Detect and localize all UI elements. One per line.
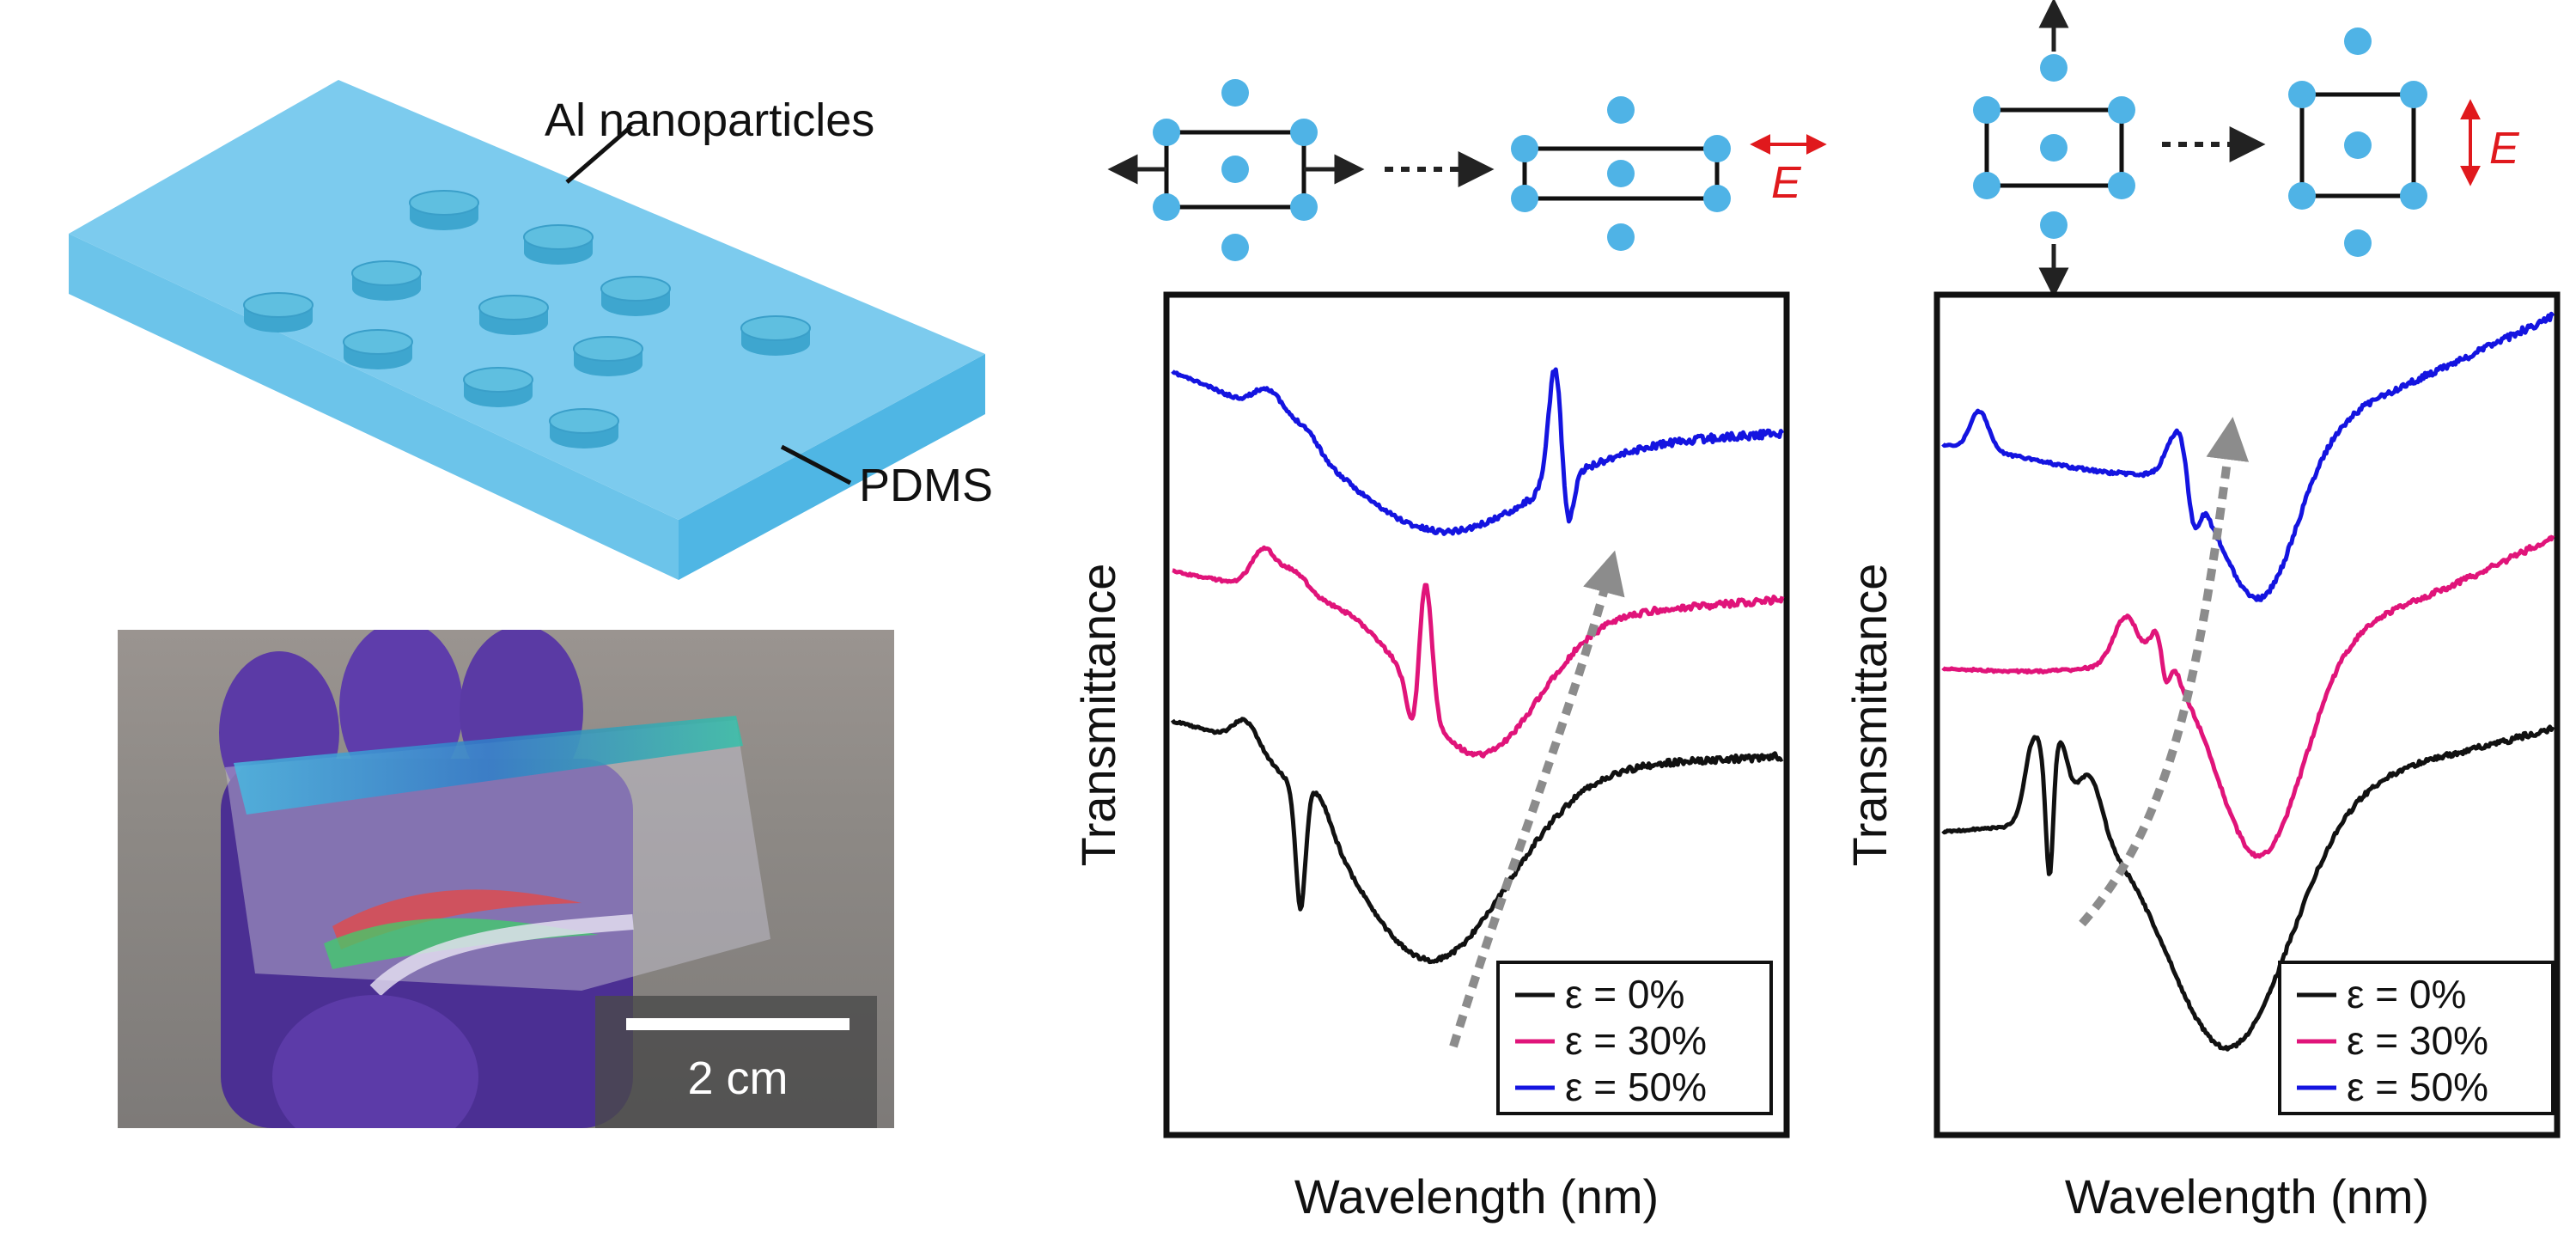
field-label-right: E <box>2489 124 2520 174</box>
nanoparticle-label: Al nanoparticles <box>545 95 874 146</box>
series-line <box>1941 311 2555 602</box>
pdms-schematic: Al nanoparticles PDMS <box>69 80 993 580</box>
scale-bar-background <box>595 996 877 1128</box>
pdms-slab-front <box>69 234 679 580</box>
nanoparticle <box>573 336 643 362</box>
film-iridescent-top <box>234 716 743 815</box>
nanoparticle <box>463 367 533 393</box>
lattice-dots <box>1153 79 1318 261</box>
nanoparticle <box>740 315 811 341</box>
legend: ε = 0% ε = 30% ε = 50% <box>1496 961 1773 1115</box>
nanoparticle <box>600 276 671 302</box>
legend-entry: ε = 50% <box>2347 1065 2488 1109</box>
al-nanoparticles <box>243 190 811 449</box>
spectrum-panel-right: ε = 0% ε = 30% ε = 50% Wavelength (nm) T… <box>1842 291 2561 1224</box>
sample-photo: 2 cm <box>118 630 894 1128</box>
glove-thumb <box>272 995 478 1128</box>
lattice-diagram-left: E <box>1107 79 1827 261</box>
x-axis-label: Wavelength (nm) <box>2065 1169 2429 1224</box>
legend-entry: ε = 50% <box>1565 1065 1707 1109</box>
legend: ε = 0% ε = 30% ε = 50% <box>2278 961 2555 1115</box>
series-line <box>1171 367 1785 536</box>
lattice-dots <box>1973 54 2135 239</box>
nanoparticle <box>523 224 594 250</box>
lattice-dots-stretched <box>1511 96 1731 251</box>
lattice-diagram-right: E <box>1973 0 2520 298</box>
y-axis-label: Transmittance <box>1842 564 1897 867</box>
series-line <box>1941 724 2555 1052</box>
lattice-dots-stretched <box>2288 27 2427 257</box>
y-axis-label: Transmittance <box>1071 564 1125 867</box>
nanoparticle <box>243 292 314 318</box>
nanoparticle <box>549 408 619 434</box>
series-line <box>1170 717 1784 965</box>
film-diffraction-red <box>332 889 582 949</box>
scale-bar <box>626 1018 850 1030</box>
legend-entry: ε = 0% <box>1565 972 1684 1016</box>
scale-bar-label: 2 cm <box>687 1053 788 1104</box>
series-line <box>1941 534 2555 859</box>
nanoparticle <box>343 329 413 355</box>
nanoparticle-pointer <box>565 125 633 184</box>
nanoparticle <box>409 190 479 216</box>
nanoparticle <box>478 295 549 320</box>
pdms-slab-side <box>679 354 985 580</box>
nanoparticle <box>351 260 422 286</box>
legend-entry: ε = 0% <box>2347 972 2466 1016</box>
legend-entry: ε = 30% <box>1565 1018 1707 1063</box>
x-axis-label: Wavelength (nm) <box>1294 1169 1659 1224</box>
spectrum-panel-left: ε = 0% ε = 30% ε = 50% Wavelength (nm) T… <box>1071 291 1790 1224</box>
legend-entry: ε = 30% <box>2347 1018 2488 1063</box>
shift-trend-arrow <box>2079 417 2250 927</box>
field-label-left: E <box>1771 158 1802 208</box>
shift-trend-arrow <box>1449 550 1625 1048</box>
series-line <box>1172 545 1785 759</box>
film-edge-highlight <box>369 914 634 997</box>
pdms-label: PDMS <box>859 460 993 511</box>
pdms-pointer <box>780 444 852 485</box>
